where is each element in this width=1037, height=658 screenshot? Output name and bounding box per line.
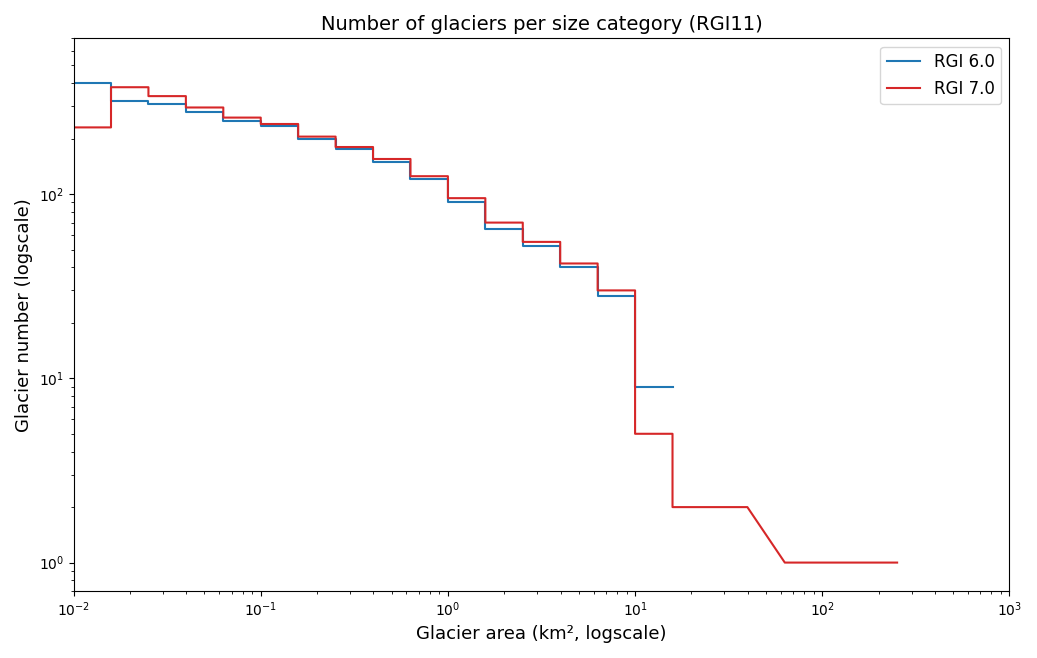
RGI 7.0 (628, 286, 641, 294)
RGI 6.0 (442, 176, 454, 184)
RGI 6.0 (591, 292, 604, 300)
RGI 6.0 (554, 242, 566, 250)
RGI 7.0 (330, 133, 342, 141)
RGI 7.0 (142, 92, 155, 100)
RGI 6.0 (330, 145, 342, 153)
RGI 7.0 (816, 559, 829, 567)
RGI 7.0 (479, 194, 492, 202)
RGI 7.0 (105, 124, 117, 132)
Y-axis label: Glacier number (logscale): Glacier number (logscale) (15, 198, 33, 432)
RGI 7.0 (142, 84, 155, 91)
RGI 7.0 (367, 155, 380, 163)
RGI 7.0 (891, 559, 903, 567)
RGI 7.0 (217, 103, 229, 111)
Legend: RGI 6.0, RGI 7.0: RGI 6.0, RGI 7.0 (880, 47, 1001, 105)
RGI 7.0 (516, 238, 529, 246)
RGI 7.0 (704, 503, 717, 511)
RGI 7.0 (179, 92, 192, 100)
RGI 7.0 (179, 103, 192, 111)
RGI 6.0 (330, 135, 342, 143)
RGI 7.0 (554, 259, 566, 267)
RGI 6.0 (105, 97, 117, 105)
RGI 7.0 (479, 218, 492, 226)
RGI 6.0 (292, 122, 305, 130)
RGI 6.0 (254, 116, 267, 124)
RGI 6.0 (404, 176, 417, 184)
RGI 6.0 (254, 122, 267, 130)
Line: RGI 6.0: RGI 6.0 (74, 83, 673, 387)
RGI 7.0 (254, 114, 267, 122)
RGI 6.0 (179, 108, 192, 116)
RGI 7.0 (554, 238, 566, 246)
RGI 7.0 (292, 120, 305, 128)
RGI 6.0 (479, 199, 492, 207)
RGI 7.0 (591, 259, 604, 267)
RGI 7.0 (105, 84, 117, 91)
RGI 7.0 (367, 143, 380, 151)
Line: RGI 7.0: RGI 7.0 (74, 88, 897, 563)
RGI 7.0 (667, 430, 679, 438)
RGI 6.0 (367, 145, 380, 153)
RGI 7.0 (442, 194, 454, 202)
RGI 7.0 (404, 172, 417, 180)
RGI 6.0 (142, 99, 155, 107)
RGI 7.0 (217, 114, 229, 122)
RGI 7.0 (741, 503, 754, 511)
RGI 7.0 (516, 218, 529, 226)
RGI 7.0 (67, 124, 80, 132)
RGI 6.0 (442, 199, 454, 207)
RGI 6.0 (591, 263, 604, 271)
RGI 7.0 (628, 430, 641, 438)
RGI 6.0 (142, 97, 155, 105)
RGI 6.0 (404, 158, 417, 166)
RGI 6.0 (105, 79, 117, 87)
RGI 7.0 (704, 503, 717, 511)
RGI 6.0 (179, 99, 192, 107)
RGI 6.0 (367, 158, 380, 166)
RGI 7.0 (404, 155, 417, 163)
RGI 7.0 (292, 133, 305, 141)
RGI 7.0 (254, 120, 267, 128)
RGI 6.0 (67, 79, 80, 87)
RGI 7.0 (853, 559, 866, 567)
X-axis label: Glacier area (km², logscale): Glacier area (km², logscale) (416, 625, 667, 643)
RGI 7.0 (330, 143, 342, 151)
RGI 7.0 (591, 286, 604, 294)
RGI 6.0 (217, 108, 229, 116)
RGI 6.0 (516, 242, 529, 250)
RGI 6.0 (628, 383, 641, 391)
RGI 6.0 (554, 263, 566, 271)
RGI 7.0 (667, 503, 679, 511)
RGI 6.0 (292, 135, 305, 143)
RGI 6.0 (628, 292, 641, 300)
Title: Number of glaciers per size category (RGI11): Number of glaciers per size category (RG… (320, 15, 762, 34)
RGI 7.0 (779, 559, 791, 567)
RGI 7.0 (442, 172, 454, 180)
RGI 6.0 (479, 224, 492, 232)
RGI 6.0 (217, 116, 229, 124)
RGI 6.0 (516, 224, 529, 232)
RGI 6.0 (667, 383, 679, 391)
